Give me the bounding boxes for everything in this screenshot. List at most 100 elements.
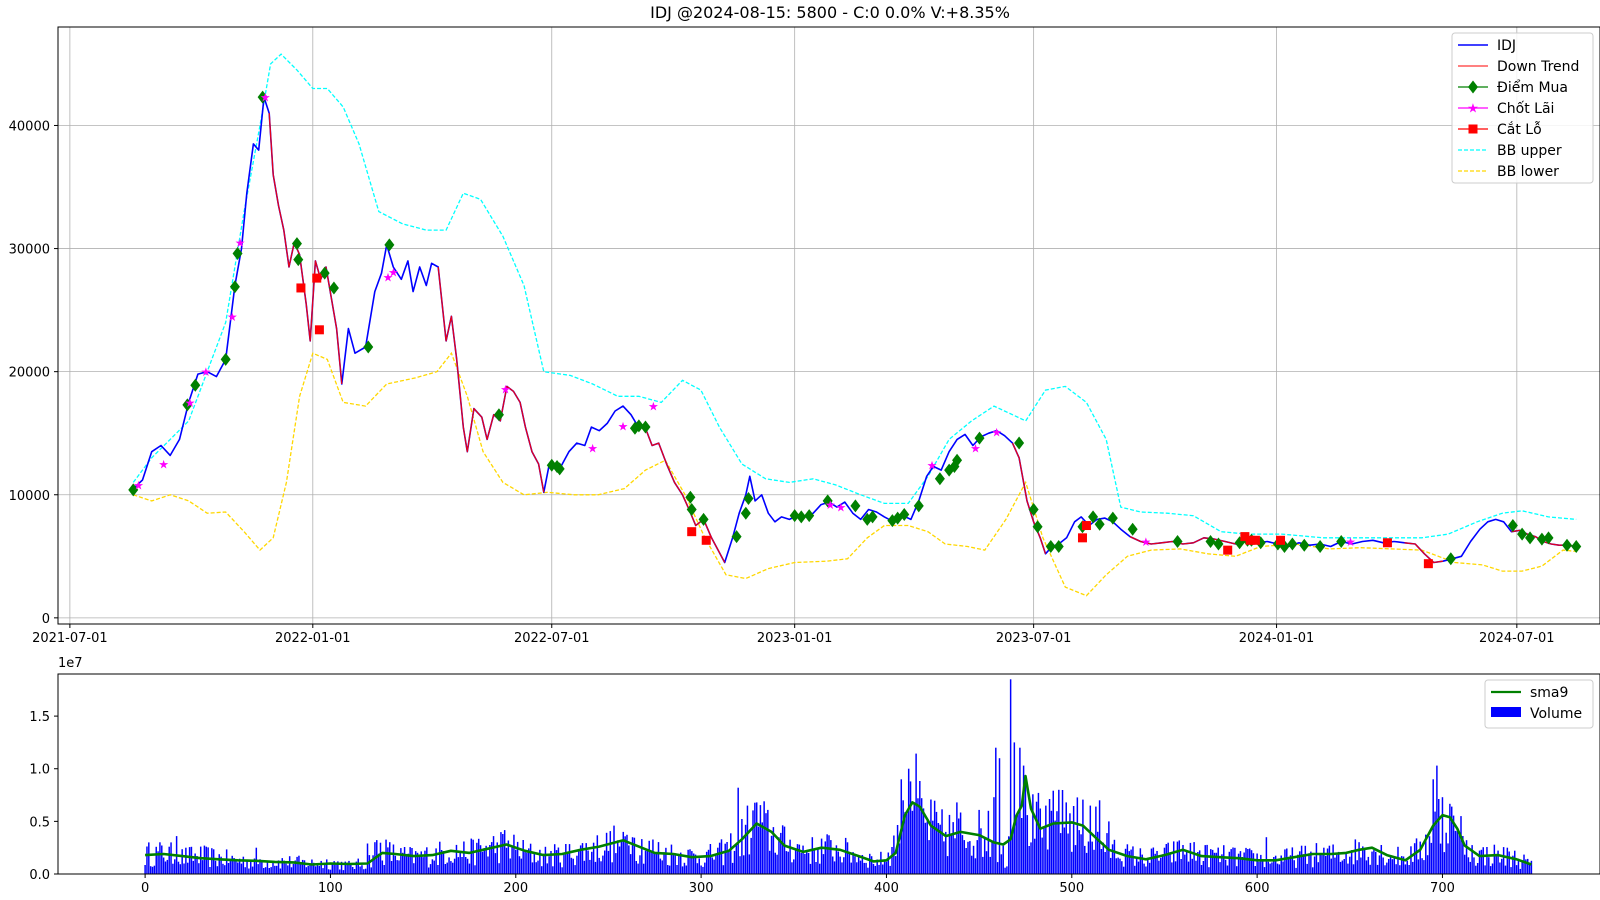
buy-marker — [1561, 538, 1572, 552]
volume-bar — [1050, 810, 1053, 874]
volume-bar — [578, 850, 580, 874]
price-legend-box — [1451, 32, 1594, 184]
volume-bar — [1089, 805, 1092, 874]
volume-bar — [791, 862, 793, 874]
volume-bar — [1211, 849, 1214, 874]
volume-bar — [980, 828, 982, 874]
volume-bar — [285, 863, 287, 874]
volume-x-tick-label: 100 — [318, 881, 343, 896]
volume-bar — [303, 860, 306, 874]
volume-bar — [946, 856, 949, 874]
volume-bar — [967, 841, 969, 874]
volume-bar — [198, 863, 200, 874]
volume-bar — [235, 860, 237, 874]
volume-bar — [1169, 852, 1171, 874]
buy-marker — [293, 253, 304, 267]
volume-bar — [1002, 845, 1004, 874]
volume-bar — [500, 832, 502, 874]
price-grid — [58, 27, 1600, 624]
buy-marker — [974, 431, 985, 445]
volume-bar — [1319, 854, 1321, 874]
buy-marker — [1315, 539, 1326, 553]
volume-bar — [533, 852, 536, 874]
volume-bar — [1495, 854, 1497, 874]
volume-bar — [424, 850, 426, 874]
volume-bar — [635, 861, 637, 874]
volume-bar — [387, 847, 389, 874]
volume-bar — [1402, 856, 1405, 874]
volume-bar — [1449, 803, 1451, 874]
volume-bar — [1247, 849, 1249, 874]
legend-takeprofit-label: Chốt Lãi — [1497, 100, 1554, 117]
price-x-tick-label: 2021-07-01 — [32, 631, 108, 646]
buy-marker — [1053, 539, 1064, 553]
volume-bar — [159, 842, 161, 874]
volume-bar — [1195, 860, 1197, 874]
volume-bar — [281, 858, 283, 874]
volume-bar — [1037, 792, 1040, 874]
volume-bar — [1063, 827, 1066, 874]
volume-bar — [520, 858, 523, 874]
volume-bar — [574, 865, 576, 874]
volume-bar — [609, 831, 612, 874]
stop-loss-marker — [687, 527, 697, 537]
volume-bar — [709, 844, 712, 874]
volume-bar — [1008, 836, 1010, 874]
volume-bar — [813, 848, 815, 874]
volume-bar — [324, 863, 326, 874]
volume-bar — [752, 810, 754, 874]
volume-bar — [1439, 843, 1442, 874]
volume-bar — [353, 869, 356, 874]
volume-bar — [1100, 849, 1103, 874]
volume-bar — [1154, 853, 1156, 874]
volume-bar — [698, 858, 700, 874]
take-profit-marker: ★ — [200, 365, 211, 379]
volume-bar — [222, 863, 224, 874]
volume-bar — [1208, 867, 1210, 874]
volume-bar — [194, 853, 196, 874]
volume-bar — [917, 798, 919, 874]
buy-marker — [1543, 531, 1554, 545]
volume-bar — [572, 858, 574, 874]
volume-bar — [1434, 811, 1436, 874]
volume-bar — [498, 863, 500, 874]
volume-bar — [739, 856, 741, 874]
volume-bar — [783, 826, 786, 874]
volume-bar — [876, 859, 878, 874]
volume-bar — [692, 853, 695, 874]
volume-bar — [327, 869, 330, 874]
volume-bar — [993, 797, 995, 874]
volume-bar — [275, 865, 278, 874]
volume-bar — [1148, 862, 1151, 874]
volume-bar — [1460, 816, 1462, 874]
volume-bar — [220, 856, 222, 874]
volume-bar — [1311, 867, 1314, 874]
volume-bar — [909, 781, 912, 874]
buy-marker — [867, 510, 878, 524]
volume-bar — [390, 861, 393, 874]
volume-x-tick-label: 0 — [141, 881, 149, 896]
volume-bar — [201, 860, 204, 874]
volume-bar — [1058, 789, 1060, 874]
volume-bar — [1069, 813, 1071, 874]
volume-bar — [1239, 851, 1242, 874]
volume-bar — [490, 842, 493, 874]
volume-bar — [553, 844, 556, 874]
volume-bar — [262, 868, 265, 874]
volume-bar — [1132, 846, 1134, 874]
volume-bar — [1113, 839, 1116, 874]
volume-bar — [414, 851, 417, 874]
volume-bars — [144, 679, 1533, 874]
volume-bar — [1410, 846, 1412, 874]
volume-bar — [1484, 865, 1486, 874]
volume-bar — [1224, 859, 1227, 874]
volume-bar — [1267, 861, 1269, 874]
volume-bar — [1352, 864, 1355, 874]
volume-bar — [596, 835, 599, 874]
volume-bar — [1135, 857, 1138, 874]
volume-bar — [1415, 838, 1418, 874]
volume-bar — [1082, 799, 1084, 874]
volume-bar — [301, 859, 304, 874]
volume-bar — [544, 846, 547, 874]
buy-marker — [1127, 522, 1138, 536]
